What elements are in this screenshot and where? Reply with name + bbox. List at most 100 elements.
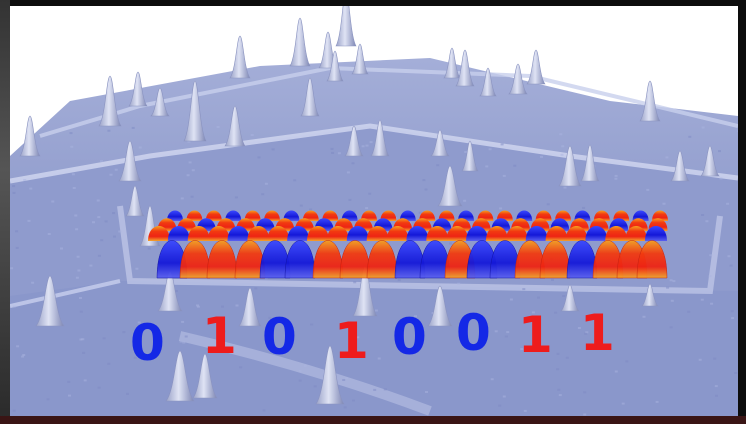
- texture-speck: [342, 379, 346, 381]
- texture-speck: [499, 207, 503, 210]
- texture-speck: [525, 349, 529, 352]
- wave-lobe: [247, 226, 270, 241]
- texture-speck: [166, 240, 170, 243]
- texture-speck: [713, 357, 717, 360]
- texture-speck: [374, 309, 378, 312]
- wave-lobe: [307, 226, 330, 241]
- wave-lobe: [545, 226, 568, 241]
- texture-speck: [113, 235, 116, 238]
- texture-speck: [506, 331, 510, 334]
- adatom-spike: [580, 144, 600, 182]
- texture-speck: [494, 330, 498, 333]
- texture-speck: [15, 246, 19, 249]
- texture-speck: [12, 191, 16, 194]
- texture-speck: [547, 224, 551, 226]
- texture-speck: [523, 409, 527, 412]
- wave-lobe: [244, 210, 261, 221]
- texture-speck: [365, 144, 369, 147]
- texture-speck: [104, 220, 108, 223]
- binary-bit-labels: 0 1 0 1 0 0 1 1: [130, 304, 615, 372]
- texture-speck: [709, 254, 713, 257]
- texture-speck: [234, 196, 238, 199]
- texture-speck: [734, 372, 738, 374]
- adatom-spike: [35, 275, 65, 327]
- adatom-spike: [150, 87, 170, 117]
- texture-speck: [97, 216, 101, 219]
- wave-lobe: [625, 226, 648, 241]
- texture-speck: [730, 310, 734, 313]
- texture-speck: [100, 239, 104, 242]
- texture-speck: [614, 370, 618, 373]
- texture-speck: [522, 288, 526, 291]
- texture-speck: [79, 310, 83, 313]
- wave-lobe: [605, 226, 628, 241]
- texture-speck: [262, 409, 266, 412]
- texture-speck: [313, 385, 317, 388]
- texture-speck: [531, 311, 535, 314]
- texture-speck: [196, 304, 199, 307]
- texture-speck: [75, 276, 79, 279]
- step-edge-left: [10, 279, 121, 308]
- adatom-spike: [19, 115, 41, 157]
- bit-digit: 0: [130, 314, 165, 372]
- electron-standing-wave: [148, 210, 668, 279]
- wave-lobe: [645, 226, 667, 241]
- texture-speck: [187, 140, 191, 143]
- texture-speck: [92, 221, 95, 224]
- texture-speck: [562, 295, 566, 297]
- texture-speck: [457, 282, 461, 285]
- texture-speck: [298, 369, 302, 372]
- adatom-spike: [224, 105, 246, 147]
- texture-speck: [625, 360, 629, 363]
- wave-lobe: [267, 226, 290, 241]
- texture-speck: [509, 298, 513, 301]
- adatom-spike: [165, 350, 195, 402]
- texture-speck: [701, 126, 705, 129]
- wave-lobe: [426, 226, 449, 241]
- texture-speck: [97, 254, 101, 257]
- texture-speck: [268, 316, 272, 319]
- bit-digit: 0: [262, 308, 297, 366]
- step-edge-front: [178, 331, 432, 416]
- texture-speck: [29, 187, 33, 190]
- wave-lobe: [167, 226, 190, 241]
- adatom-spike: [229, 35, 251, 79]
- texture-speck: [490, 378, 494, 381]
- texture-speck: [264, 182, 268, 185]
- texture-speck: [425, 391, 428, 393]
- wave-lobe: [283, 210, 300, 221]
- texture-speck: [22, 354, 26, 356]
- texture-speck: [75, 228, 79, 231]
- texture-speck: [373, 388, 377, 391]
- stm-rendering: 0 1 0 1 0 0 1 1: [10, 6, 738, 416]
- texture-speck: [137, 321, 141, 324]
- texture-speck: [293, 179, 297, 182]
- bit-digit: 0: [456, 304, 491, 362]
- texture-speck: [655, 400, 659, 403]
- adatom-spike: [508, 63, 528, 95]
- adatom-spike: [118, 140, 142, 182]
- texture-speck: [405, 322, 409, 325]
- adatom-spike: [670, 150, 690, 182]
- texture-speck: [239, 366, 243, 369]
- texture-speck: [621, 402, 625, 405]
- texture-speck: [449, 242, 452, 245]
- texture-speck: [737, 130, 738, 133]
- bit-digit: 1: [334, 312, 369, 370]
- texture-speck: [559, 133, 563, 136]
- texture-speck: [254, 287, 258, 290]
- texture-speck: [397, 279, 401, 282]
- texture-speck: [72, 187, 76, 189]
- texture-speck: [89, 264, 93, 267]
- left-edge-strip: [0, 0, 10, 424]
- texture-speck: [67, 380, 71, 383]
- texture-speck: [179, 340, 183, 343]
- wave-lobe: [361, 210, 377, 221]
- corral-step-edge: [117, 205, 723, 295]
- texture-speck: [700, 298, 704, 301]
- texture-speck: [352, 399, 355, 402]
- wave-lobe: [227, 226, 250, 241]
- texture-speck: [563, 186, 567, 189]
- texture-speck: [337, 152, 341, 155]
- wave-lobe: [505, 226, 528, 241]
